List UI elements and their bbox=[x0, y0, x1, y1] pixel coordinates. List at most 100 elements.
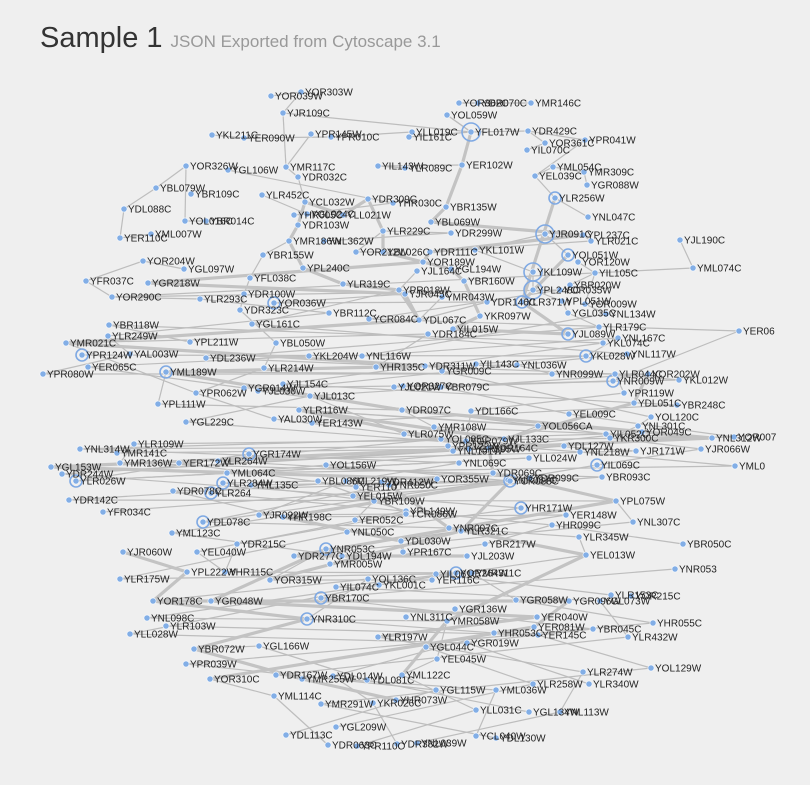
graph-node-yol056ca[interactable] bbox=[534, 422, 542, 430]
graph-node-yjr045c[interactable] bbox=[401, 290, 409, 298]
graph-node-yol051w[interactable] bbox=[564, 251, 572, 259]
graph-node-ygl194w[interactable] bbox=[447, 265, 455, 273]
graph-node-yhr198c[interactable] bbox=[279, 513, 287, 521]
graph-node-yel040w[interactable] bbox=[193, 548, 201, 556]
graph-node-ygl153w[interactable] bbox=[47, 463, 55, 471]
graph-node-yll021w[interactable] bbox=[339, 211, 347, 219]
graph-node-yer148w[interactable] bbox=[562, 511, 570, 519]
graph-node-ydr311w[interactable] bbox=[421, 362, 429, 370]
graph-node-ynl047c[interactable] bbox=[584, 213, 592, 221]
graph-node-ybr248c[interactable] bbox=[673, 401, 681, 409]
graph-node-yor310c[interactable] bbox=[206, 675, 214, 683]
graph-node-ydl194w[interactable] bbox=[338, 552, 346, 560]
graph-node-yfl038c[interactable] bbox=[246, 274, 254, 282]
graph-node-yhr073w[interactable] bbox=[392, 696, 400, 704]
graph-node-ymr021c[interactable] bbox=[62, 339, 70, 347]
graph-node-ygr136w[interactable] bbox=[451, 605, 459, 613]
graph-node-ydr167w[interactable] bbox=[272, 671, 280, 679]
graph-node-yor355w[interactable] bbox=[433, 475, 441, 483]
graph-node-ykl204w[interactable] bbox=[305, 352, 313, 360]
graph-node-yjr022w[interactable] bbox=[255, 511, 263, 519]
graph-node-yjl154c[interactable] bbox=[279, 380, 287, 388]
graph-node-yol120c[interactable] bbox=[647, 413, 655, 421]
graph-node-yll024w[interactable] bbox=[525, 454, 533, 462]
graph-node-yer110[interactable] bbox=[352, 483, 360, 491]
graph-node-ygl044c[interactable] bbox=[422, 643, 430, 651]
graph-node-ypl237c[interactable] bbox=[579, 231, 587, 239]
graph-node-yml054c[interactable] bbox=[549, 163, 557, 171]
graph-node-yol016c[interactable] bbox=[181, 217, 189, 225]
graph-node-yer065c[interactable] bbox=[84, 363, 92, 371]
graph-node-ydr032c[interactable] bbox=[294, 173, 302, 181]
graph-node-yil015w[interactable] bbox=[449, 325, 457, 333]
graph-node-yjr109c[interactable] bbox=[279, 109, 287, 117]
graph-node-ygr096w[interactable] bbox=[565, 597, 573, 605]
graph-node-ynl314w[interactable] bbox=[76, 445, 84, 453]
graph-node-ylr258w[interactable] bbox=[529, 680, 537, 688]
graph-node-ygr058w[interactable] bbox=[512, 596, 520, 604]
graph-node-ypr124w[interactable] bbox=[78, 351, 86, 359]
graph-node-ygr009c[interactable] bbox=[438, 367, 446, 375]
graph-node-ydl113c[interactable] bbox=[282, 731, 290, 739]
graph-node-ygr014w[interactable] bbox=[240, 384, 248, 392]
graph-node-yml189w[interactable] bbox=[162, 368, 170, 376]
graph-node-ymr136w[interactable] bbox=[116, 459, 124, 467]
graph-node-ylr116w[interactable] bbox=[295, 406, 303, 414]
graph-node-ynl311c[interactable] bbox=[402, 613, 410, 621]
graph-node-ypr119w[interactable] bbox=[620, 389, 628, 397]
graph-node-ydr299w[interactable] bbox=[447, 229, 455, 237]
graph-node-ynr007c[interactable] bbox=[445, 524, 453, 532]
graph-node-ynl307c[interactable] bbox=[629, 518, 637, 526]
graph-node-ypr145w[interactable] bbox=[307, 130, 315, 138]
graph-node-ygl229c[interactable] bbox=[182, 418, 190, 426]
graph-node-ygr019w[interactable] bbox=[463, 639, 471, 647]
graph-node-ypl211w[interactable] bbox=[186, 338, 194, 346]
graph-node-yjl089w[interactable] bbox=[564, 330, 572, 338]
graph-node-ydr309c[interactable] bbox=[364, 195, 372, 203]
graph-node-ycr086w[interactable] bbox=[402, 510, 410, 518]
graph-node-ykl001c[interactable] bbox=[375, 581, 383, 589]
graph-node-ybl026c[interactable] bbox=[379, 248, 387, 256]
graph-node-ygr174w[interactable] bbox=[245, 450, 253, 458]
graph-node-ybr014c[interactable] bbox=[202, 217, 210, 225]
graph-node-ypr018w[interactable] bbox=[395, 286, 403, 294]
graph-node-ylr214w[interactable] bbox=[260, 364, 268, 372]
graph-node-ykl012w[interactable] bbox=[675, 376, 683, 384]
graph-node-yal030w[interactable] bbox=[270, 415, 278, 423]
graph-node-ylr249w[interactable] bbox=[104, 332, 112, 340]
graph-node-ybr050c[interactable] bbox=[679, 540, 687, 548]
graph-node-yor036w[interactable] bbox=[270, 299, 278, 307]
graph-node-ydl051c[interactable] bbox=[630, 399, 638, 407]
graph-node-ybr072w[interactable] bbox=[190, 645, 198, 653]
graph-node-yjl164c[interactable] bbox=[413, 267, 421, 275]
graph-node-yer040w[interactable] bbox=[533, 613, 541, 621]
graph-node-yfr034c[interactable] bbox=[99, 508, 107, 516]
graph-node-yil161c[interactable] bbox=[405, 133, 413, 141]
graph-node-yll031c[interactable] bbox=[472, 706, 480, 714]
graph-node-ydr323c[interactable] bbox=[236, 306, 244, 314]
graph-node-yer143w[interactable] bbox=[308, 419, 316, 427]
graph-node-ygl134w[interactable] bbox=[525, 708, 533, 716]
graph-node-yor007[interactable] bbox=[730, 433, 738, 441]
graph-node-ydl088c[interactable] bbox=[120, 205, 128, 213]
graph-node-yil074c[interactable] bbox=[332, 583, 340, 591]
graph-node-ynr053[interactable] bbox=[671, 565, 679, 573]
graph-node-ynl117w[interactable] bbox=[623, 350, 631, 358]
graph-node-yil069c[interactable] bbox=[593, 461, 601, 469]
graph-node-ymr186w[interactable] bbox=[285, 237, 293, 245]
graph-node-ylr345w[interactable] bbox=[575, 533, 583, 541]
graph-node-ymr311c[interactable] bbox=[468, 569, 476, 577]
graph-node-yer081w[interactable] bbox=[530, 623, 538, 631]
graph-node-ylr197w[interactable] bbox=[374, 633, 382, 641]
graph-node-ybr093c[interactable] bbox=[598, 473, 606, 481]
graph-node-ykr026c[interactable] bbox=[369, 699, 377, 707]
graph-node-ymr309c[interactable] bbox=[580, 168, 588, 176]
graph-node-ypr122w[interactable] bbox=[444, 442, 452, 450]
graph-node-yor315w[interactable] bbox=[266, 576, 274, 584]
graph-node-yer116c[interactable] bbox=[428, 576, 436, 584]
graph-node-ybr135w[interactable] bbox=[442, 203, 450, 211]
graph-node-yll019c[interactable] bbox=[408, 128, 416, 136]
graph-node-ymr291w[interactable] bbox=[317, 700, 325, 708]
graph-node-ydl078c[interactable] bbox=[199, 518, 207, 526]
graph-node-ydr078c[interactable] bbox=[169, 487, 177, 495]
